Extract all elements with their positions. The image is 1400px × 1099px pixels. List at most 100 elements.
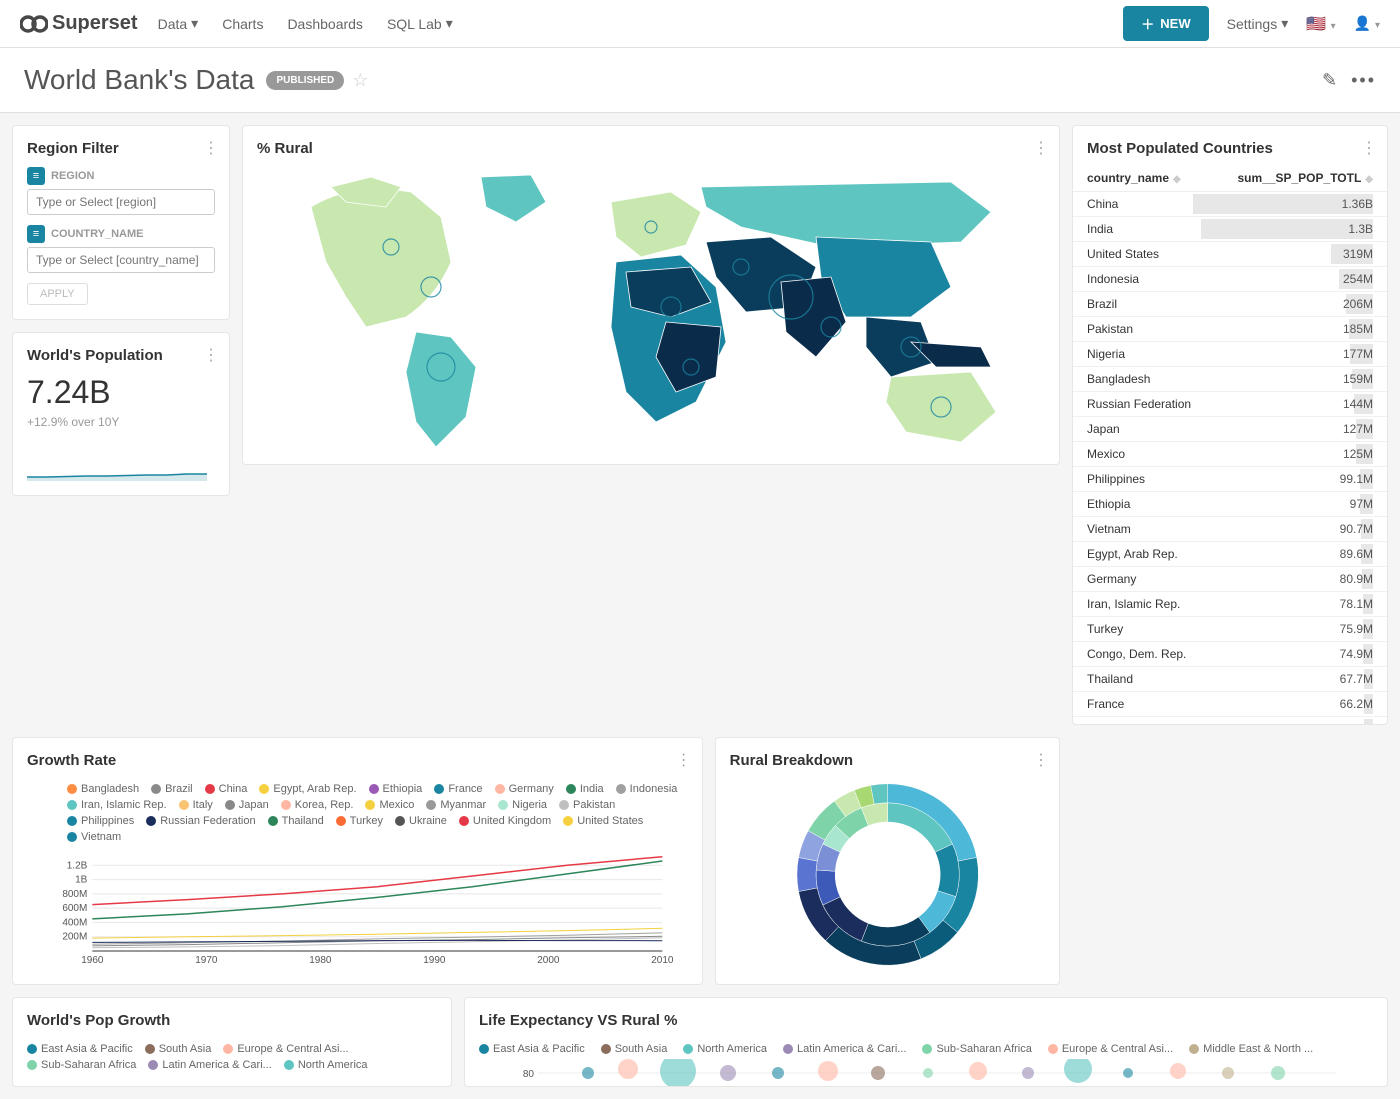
legend-item[interactable]: United Kingdom [459, 815, 551, 827]
legend-item[interactable]: Sub-Saharan Africa [27, 1059, 136, 1071]
more-icon[interactable]: ••• [1351, 70, 1376, 91]
legend-item[interactable]: Japan [225, 799, 269, 811]
edit-icon[interactable]: ✎ [1322, 70, 1337, 91]
card-menu-icon[interactable]: ⋮ [676, 750, 692, 770]
card-menu-icon[interactable]: ⋮ [203, 345, 219, 365]
table-row[interactable]: Philippines99.1M [1073, 467, 1387, 492]
logo[interactable]: Superset [20, 12, 138, 35]
legend-item[interactable]: Russian Federation [146, 815, 255, 827]
legend-item[interactable]: Philippines [67, 815, 134, 827]
life-scatter-chart[interactable]: 80 [479, 1059, 1373, 1087]
table-header: country_name◆ sum__SP_POP_TOTL◆ [1073, 165, 1387, 192]
rural-donut-chart[interactable] [730, 779, 1045, 970]
card-title: World's Population [27, 347, 215, 364]
legend-item[interactable]: East Asia & Pacific [479, 1043, 585, 1055]
table-row[interactable]: Vietnam90.7M [1073, 517, 1387, 542]
growth-line-chart[interactable]: 200M400M600M800M1B1.2B196019701980199020… [27, 851, 688, 966]
table-row[interactable]: France66.2M [1073, 692, 1387, 717]
table-row[interactable]: Ethiopia97M [1073, 492, 1387, 517]
legend-item[interactable]: Sub-Saharan Africa [922, 1043, 1031, 1055]
svg-text:1990: 1990 [423, 955, 446, 966]
settings-menu[interactable]: Settings ▾ [1227, 15, 1289, 32]
nav-dashboards[interactable]: Dashboards [287, 15, 363, 32]
legend-item[interactable]: Pakistan [559, 799, 615, 811]
legend-item[interactable]: North America [284, 1059, 368, 1071]
table-row[interactable]: Egypt, Arab Rep.89.6M [1073, 542, 1387, 567]
legend-item[interactable]: Latin America & Cari... [783, 1043, 906, 1055]
legend-item[interactable]: Egypt, Arab Rep. [259, 783, 356, 795]
table-row[interactable]: Nigeria177M [1073, 342, 1387, 367]
col-country[interactable]: country_name◆ [1087, 171, 1181, 185]
table-row[interactable]: Bangladesh159M [1073, 367, 1387, 392]
legend-item[interactable]: Middle East & North ... [1189, 1043, 1313, 1055]
legend-item[interactable]: Mexico [365, 799, 414, 811]
svg-text:1.2B: 1.2B [67, 860, 88, 871]
col-pop[interactable]: sum__SP_POP_TOTL◆ [1237, 171, 1373, 185]
legend-item[interactable]: Iran, Islamic Rep. [67, 799, 167, 811]
nav-sqllab[interactable]: SQL Lab ▾ [387, 15, 453, 32]
table-row[interactable]: Brazil206M [1073, 292, 1387, 317]
legend-item[interactable]: Thailand [268, 815, 324, 827]
population-value: 7.24B [27, 374, 215, 411]
favorite-star-icon[interactable]: ☆ [352, 70, 368, 91]
legend-item[interactable]: Brazil [151, 783, 193, 795]
pop-growth-card: World's Pop Growth East Asia & Pacific So… [12, 997, 452, 1087]
legend-item[interactable]: Ethiopia [369, 783, 423, 795]
new-button[interactable]: ＋NEW [1123, 6, 1208, 41]
table-row[interactable]: Indonesia254M [1073, 267, 1387, 292]
legend-item[interactable]: Europe & Central Asi... [1048, 1043, 1173, 1055]
legend-item[interactable]: South Asia [145, 1043, 212, 1055]
legend-item[interactable]: France [434, 783, 482, 795]
legend-item[interactable]: South Asia [601, 1043, 668, 1055]
card-menu-icon[interactable]: ⋮ [1033, 138, 1049, 158]
card-menu-icon[interactable]: ⋮ [203, 138, 219, 158]
legend-item[interactable]: India [566, 783, 604, 795]
legend-item[interactable]: Korea, Rep. [281, 799, 354, 811]
table-row[interactable]: United Kingdom64.5M [1073, 717, 1387, 725]
logo-icon [20, 13, 48, 35]
table-body: China1.36BIndia1.3BUnited States319MIndo… [1073, 192, 1387, 725]
legend-item[interactable]: Bangladesh [67, 783, 139, 795]
card-menu-icon[interactable]: ⋮ [1361, 138, 1377, 158]
table-row[interactable]: Pakistan185M [1073, 317, 1387, 342]
table-row[interactable]: Germany80.9M [1073, 567, 1387, 592]
legend-item[interactable]: China [205, 783, 248, 795]
legend-item[interactable]: Turkey [336, 815, 383, 827]
legend-item[interactable]: Europe & Central Asi... [223, 1043, 348, 1055]
legend-item[interactable]: Vietnam [67, 831, 121, 843]
region-input[interactable] [27, 189, 215, 215]
table-row[interactable]: United States319M [1073, 242, 1387, 267]
nav-charts[interactable]: Charts [222, 15, 263, 32]
legend-item[interactable]: Myanmar [426, 799, 486, 811]
legend-item[interactable]: East Asia & Pacific [27, 1043, 133, 1055]
card-title: World's Pop Growth [27, 1012, 437, 1029]
legend-item[interactable]: Italy [179, 799, 213, 811]
svg-text:80: 80 [523, 1069, 535, 1080]
legend-item[interactable]: Ukraine [395, 815, 447, 827]
card-title: % Rural [257, 140, 1045, 157]
legend-item[interactable]: Germany [495, 783, 554, 795]
legend-item[interactable]: Nigeria [498, 799, 547, 811]
table-row[interactable]: Congo, Dem. Rep.74.9M [1073, 642, 1387, 667]
nav-data[interactable]: Data ▾ [158, 15, 199, 32]
table-row[interactable]: Iran, Islamic Rep.78.1M [1073, 592, 1387, 617]
legend-item[interactable]: Indonesia [616, 783, 678, 795]
table-row[interactable]: China1.36B [1073, 192, 1387, 217]
card-title: Life Expectancy VS Rural % [479, 1012, 1373, 1029]
table-row[interactable]: Turkey75.9M [1073, 617, 1387, 642]
user-icon[interactable]: 👤 ▾ [1354, 15, 1380, 32]
table-row[interactable]: Russian Federation144M [1073, 392, 1387, 417]
table-row[interactable]: Japan127M [1073, 417, 1387, 442]
legend-item[interactable]: United States [563, 815, 643, 827]
table-row[interactable]: Mexico125M [1073, 442, 1387, 467]
country-input[interactable] [27, 247, 215, 273]
table-row[interactable]: Thailand67.7M [1073, 667, 1387, 692]
flag-icon[interactable]: 🇺🇸 ▾ [1306, 14, 1335, 34]
plus-icon: ＋ [1141, 14, 1154, 33]
table-row[interactable]: India1.3B [1073, 217, 1387, 242]
legend-item[interactable]: Latin America & Cari... [148, 1059, 271, 1071]
world-map[interactable] [257, 167, 1045, 457]
apply-button[interactable]: APPLY [27, 283, 88, 305]
legend-item[interactable]: North America [683, 1043, 767, 1055]
card-menu-icon[interactable]: ⋮ [1033, 750, 1049, 770]
